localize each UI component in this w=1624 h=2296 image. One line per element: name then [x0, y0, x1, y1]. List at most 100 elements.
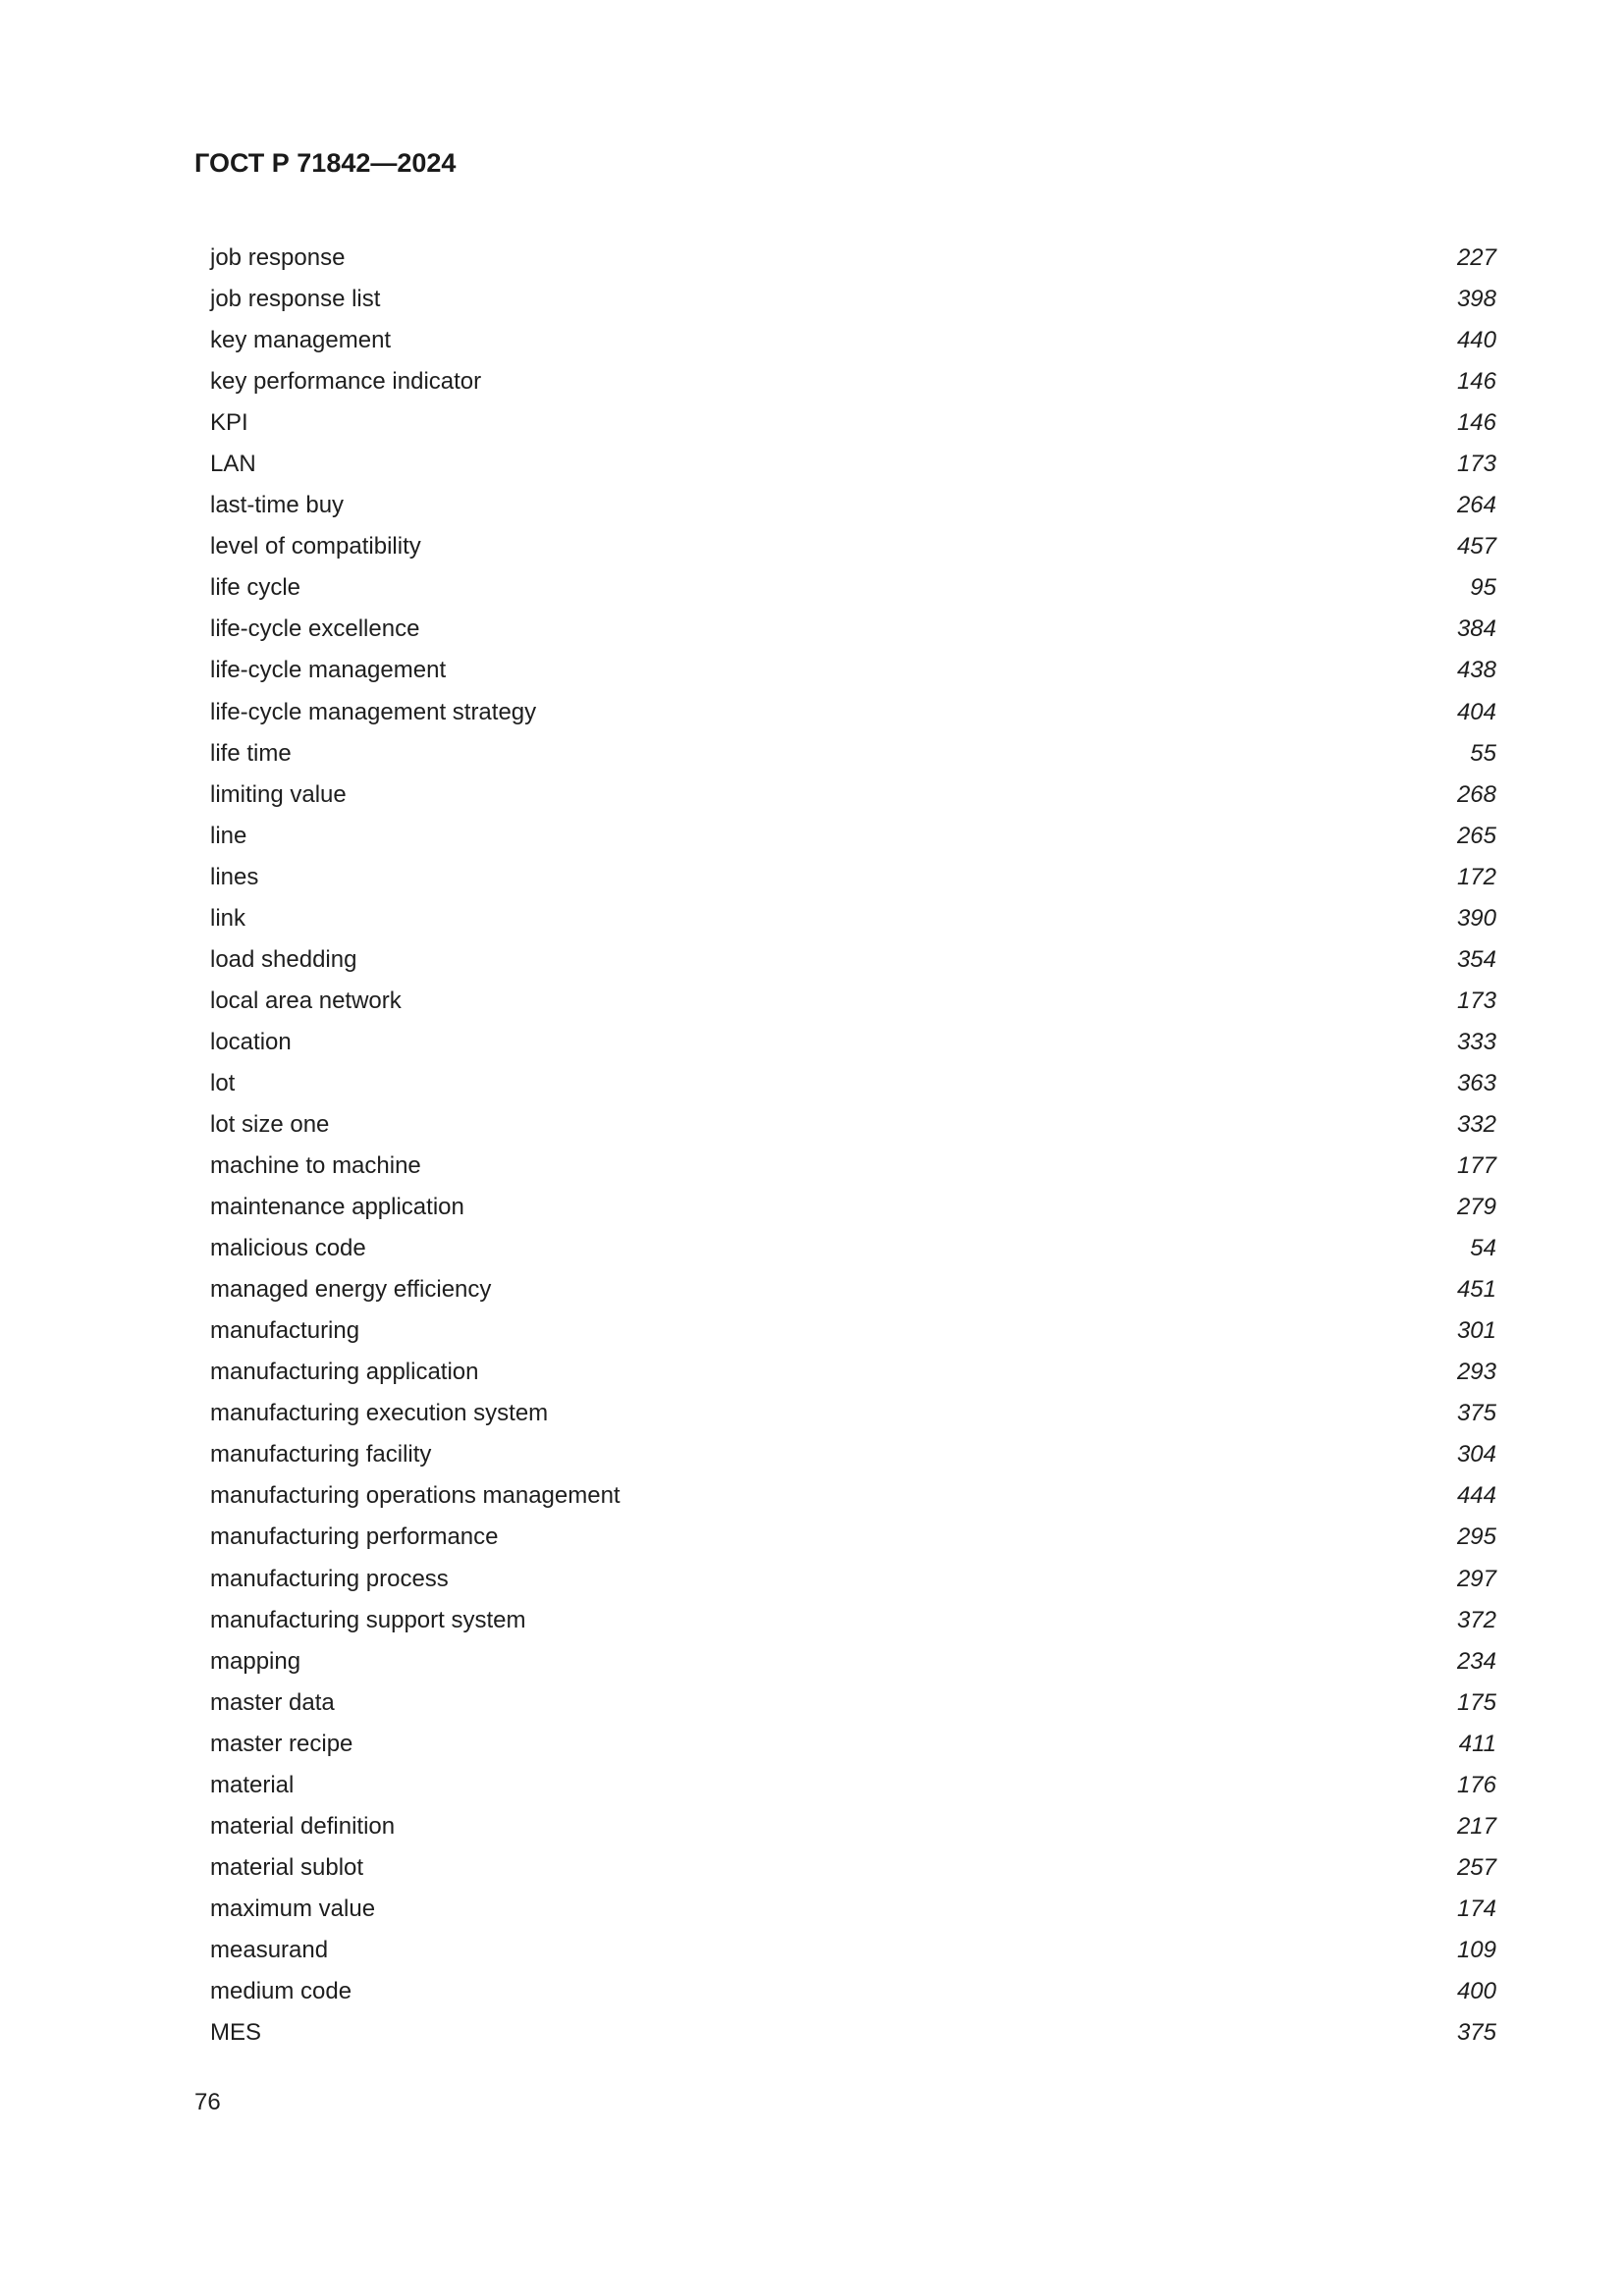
index-entry: life-cycle excellence 384	[210, 609, 1496, 650]
index-entry: life-cycle management 438	[210, 650, 1496, 691]
index-page-ref: 217	[1456, 1812, 1496, 1840]
index-entry: LAN 173	[210, 444, 1496, 485]
index-page-ref: 173	[1456, 451, 1496, 478]
index-list: job response 227 job response list 398 key m…	[210, 238, 1496, 2054]
index-page-ref: 411	[1458, 1730, 1496, 1757]
index-term: job response	[210, 244, 346, 272]
index-entry: master data 175	[210, 1682, 1496, 1724]
index-term: link	[210, 904, 246, 932]
document-header: ГОСТ Р 71842—2024	[194, 148, 457, 178]
index-entry: master recipe 411	[210, 1724, 1496, 1765]
index-term: manufacturing performance	[210, 1523, 499, 1551]
index-entry: line 265	[210, 816, 1496, 857]
page-number: 76	[194, 2089, 221, 2115]
index-page-ref: 398	[1456, 286, 1496, 313]
index-page-ref: 295	[1456, 1523, 1496, 1551]
index-page-ref: 95	[1470, 574, 1496, 602]
index-page-ref: 257	[1456, 1853, 1496, 1881]
index-term: material definition	[210, 1812, 396, 1840]
index-page-ref: 279	[1456, 1194, 1496, 1221]
index-term: medium code	[210, 1977, 352, 2004]
index-page-ref: 268	[1456, 780, 1496, 808]
index-term: maintenance application	[210, 1194, 464, 1221]
index-page-ref: 146	[1456, 368, 1496, 396]
index-term: manufacturing execution system	[210, 1400, 549, 1427]
index-term: last-time buy	[210, 492, 345, 519]
index-entry: key management 440	[210, 320, 1496, 361]
index-entry: life-cycle management strategy 404	[210, 692, 1496, 733]
index-term: life time	[210, 739, 292, 767]
index-page-ref: 265	[1456, 822, 1496, 849]
index-term: manufacturing	[210, 1317, 360, 1345]
index-term: key performance indicator	[210, 368, 482, 396]
index-page-ref: 173	[1456, 987, 1496, 1014]
index-entry: load shedding 354	[210, 939, 1496, 981]
index-entry: key performance indicator 146	[210, 361, 1496, 402]
index-page-ref: 440	[1456, 327, 1496, 354]
index-entry: lines 172	[210, 857, 1496, 898]
index-entry: last-time buy 264	[210, 485, 1496, 526]
index-term: LAN	[210, 451, 256, 478]
index-page-ref: 175	[1456, 1688, 1496, 1716]
index-entry: manufacturing execution system 375	[210, 1393, 1496, 1434]
index-entry: level of compatibility 457	[210, 526, 1496, 567]
index-page-ref: 109	[1456, 1936, 1496, 1963]
index-entry: material definition 217	[210, 1806, 1496, 1847]
index-entry: job response list 398	[210, 279, 1496, 320]
index-entry: manufacturing facility 304	[210, 1434, 1496, 1475]
index-entry: lot size one 332	[210, 1104, 1496, 1146]
index-page-ref: 177	[1456, 1152, 1496, 1180]
index-term: manufacturing application	[210, 1359, 479, 1386]
index-term: manufacturing facility	[210, 1441, 432, 1468]
index-page-ref: 375	[1456, 2019, 1496, 2047]
index-entry: life time 55	[210, 733, 1496, 774]
index-page-ref: 457	[1456, 533, 1496, 561]
index-page-ref: 174	[1456, 1895, 1496, 1922]
index-page-ref: 304	[1456, 1441, 1496, 1468]
index-entry: measurand 109	[210, 1930, 1496, 1971]
index-term: manufacturing support system	[210, 1606, 526, 1633]
index-entry: lot 363	[210, 1063, 1496, 1104]
index-term: lot size one	[210, 1111, 330, 1138]
index-term: life-cycle management	[210, 657, 447, 684]
index-page-ref: 176	[1456, 1771, 1496, 1798]
index-term: material	[210, 1771, 295, 1798]
index-page-ref: 354	[1456, 945, 1496, 973]
index-term: managed energy efficiency	[210, 1276, 492, 1304]
index-term: master data	[210, 1688, 335, 1716]
index-entry: machine to machine 177	[210, 1146, 1496, 1187]
index-term: line	[210, 822, 247, 849]
index-page-ref: 390	[1456, 904, 1496, 932]
index-term: life-cycle excellence	[210, 615, 420, 643]
index-term: job response list	[210, 286, 381, 313]
index-entry: managed energy efficiency 451	[210, 1269, 1496, 1310]
index-page-ref: 297	[1456, 1565, 1496, 1592]
index-term: key management	[210, 327, 392, 354]
index-page-ref: 301	[1456, 1317, 1496, 1345]
index-term: lines	[210, 863, 259, 890]
index-page-ref: 372	[1456, 1606, 1496, 1633]
index-entry: material sublot 257	[210, 1847, 1496, 1889]
index-term: level of compatibility	[210, 533, 421, 561]
index-entry: maximum value 174	[210, 1889, 1496, 1930]
index-entry: job response 227	[210, 238, 1496, 279]
index-page-ref: 384	[1456, 615, 1496, 643]
index-entry: material 176	[210, 1765, 1496, 1806]
index-term: machine to machine	[210, 1152, 421, 1180]
index-page-ref: 227	[1456, 244, 1496, 272]
index-page-ref: 293	[1456, 1359, 1496, 1386]
index-entry: local area network 173	[210, 981, 1496, 1022]
index-page-ref: 400	[1456, 1977, 1496, 2004]
index-page-ref: 438	[1456, 657, 1496, 684]
index-term: limiting value	[210, 780, 347, 808]
index-term: material sublot	[210, 1853, 364, 1881]
index-entry: link 390	[210, 898, 1496, 939]
index-page-ref: 333	[1456, 1028, 1496, 1055]
index-entry: manufacturing support system 372	[210, 1600, 1496, 1641]
index-term: malicious code	[210, 1235, 366, 1262]
index-term: location	[210, 1028, 292, 1055]
index-entry: manufacturing 301	[210, 1310, 1496, 1352]
index-entry: manufacturing application 293	[210, 1352, 1496, 1393]
index-term: load shedding	[210, 945, 357, 973]
index-page-ref: 172	[1456, 863, 1496, 890]
